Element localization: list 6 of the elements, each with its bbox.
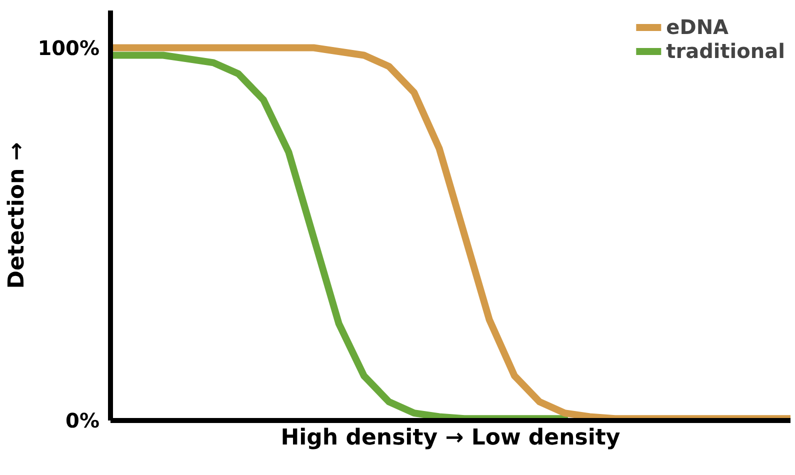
legend-label: traditional <box>666 39 785 63</box>
x-axis-title: High density → Low density <box>280 426 620 450</box>
y-tick-label: 100% <box>38 36 100 60</box>
y-tick-label: 0% <box>66 408 100 432</box>
legend-label: eDNA <box>666 15 729 39</box>
y-axis-title: Detection → <box>4 142 30 289</box>
